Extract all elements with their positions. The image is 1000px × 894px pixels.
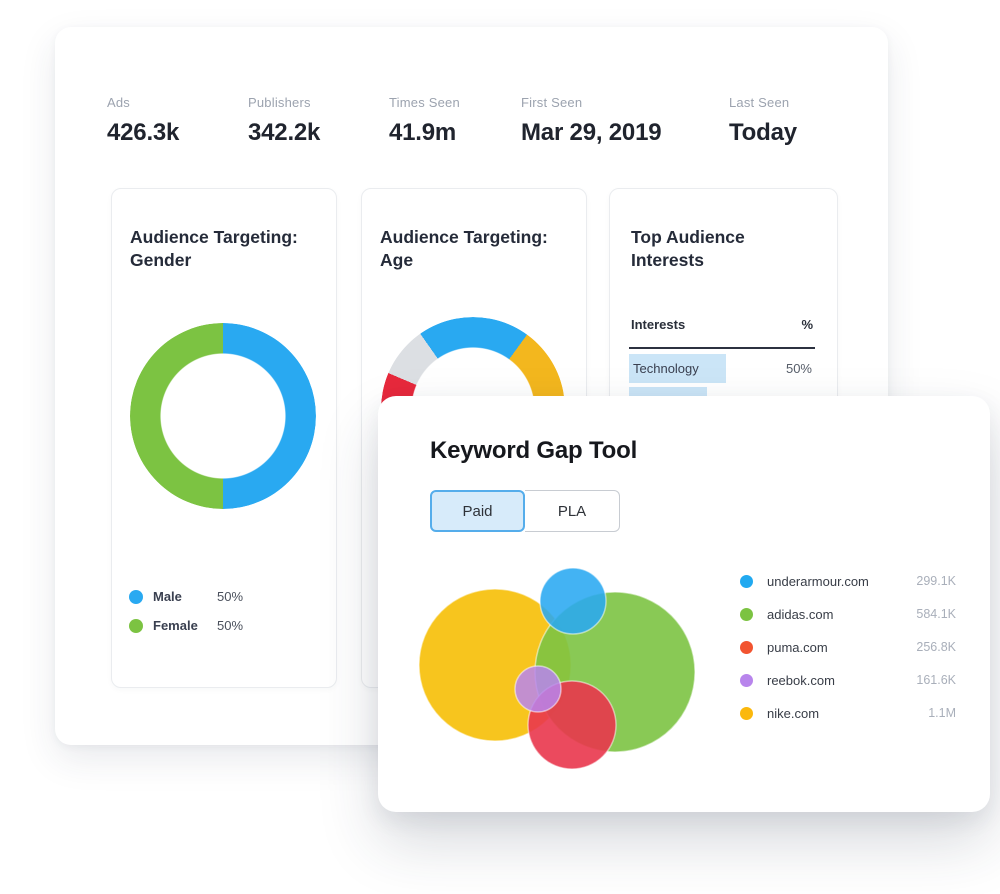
tab-paid[interactable]: Paid xyxy=(430,490,525,532)
stat-first-seen: First Seen Mar 29, 2019 xyxy=(521,95,662,147)
venn-circle-reebok.com xyxy=(514,665,562,713)
panel-title: Top Audience Interests xyxy=(631,227,745,270)
puma-dot-icon xyxy=(740,640,753,654)
panel-audience-gender: Audience Targeting: Gender Male 50% Fema… xyxy=(111,188,337,688)
stat-value: 342.2k xyxy=(248,119,321,146)
table-row: Technology 50% xyxy=(629,354,815,383)
venn-circle-adidas.com xyxy=(534,591,696,753)
underarmour-dot-icon xyxy=(740,574,753,588)
stat-value: 41.9m xyxy=(389,119,457,146)
legend-item-reebok: reebok.com 161.6K xyxy=(740,670,956,690)
panel-title: Audience Targeting: Gender xyxy=(130,227,298,270)
stat-publishers: Publishers 342.2k xyxy=(248,95,320,147)
legend-item-female: Female 50% xyxy=(129,618,243,633)
stat-times-seen: Times Seen 41.9m xyxy=(389,95,460,147)
header-rule xyxy=(629,347,815,349)
stat-label: Ads xyxy=(107,95,131,110)
venn-circle-puma.com xyxy=(527,680,617,770)
stat-label: Last Seen xyxy=(729,95,790,110)
col-percent: % xyxy=(801,317,813,332)
panel-title: Audience Targeting: Age xyxy=(380,227,548,270)
stat-label: First Seen xyxy=(521,95,583,110)
male-dot-icon xyxy=(129,589,143,604)
stat-value: Mar 29, 2019 xyxy=(521,119,662,146)
keyword-gap-legend: underarmour.com 299.1K adidas.com 584.1K… xyxy=(740,571,956,723)
row-bar xyxy=(629,354,726,383)
reebok-dot-icon xyxy=(740,673,753,687)
venn-circle-underarmour.com xyxy=(539,567,607,635)
venn-circle-nike.com xyxy=(418,588,572,742)
stat-ads: Ads 426.3k xyxy=(107,95,179,147)
legend-item-nike: nike.com 1.1M xyxy=(740,703,956,723)
stat-last-seen: Last Seen Today xyxy=(729,95,797,147)
female-dot-icon xyxy=(129,618,143,633)
tab-pla[interactable]: PLA xyxy=(525,490,620,532)
interests-table-header: Interests % xyxy=(631,317,813,332)
keyword-gap-tabs: Paid PLA xyxy=(430,490,620,532)
keyword-gap-card: Keyword Gap Tool Paid PLA underarmour.co… xyxy=(378,396,990,812)
gender-donut-chart xyxy=(130,323,316,509)
stat-value: Today xyxy=(729,119,797,146)
gender-legend: Male 50% Female 50% xyxy=(129,589,243,633)
nike-dot-icon xyxy=(740,706,753,720)
stat-label: Publishers xyxy=(248,95,311,110)
keyword-gap-title: Keyword Gap Tool xyxy=(430,437,638,464)
legend-item-adidas: adidas.com 584.1K xyxy=(740,604,956,624)
stat-value: 426.3k xyxy=(107,119,180,146)
adidas-dot-icon xyxy=(740,607,753,621)
col-interests: Interests xyxy=(631,317,686,332)
legend-item-puma: puma.com 256.8K xyxy=(740,637,956,657)
legend-item-male: Male 50% xyxy=(129,589,243,604)
stat-label: Times Seen xyxy=(389,95,460,110)
legend-item-underarmour: underarmour.com 299.1K xyxy=(740,571,956,591)
